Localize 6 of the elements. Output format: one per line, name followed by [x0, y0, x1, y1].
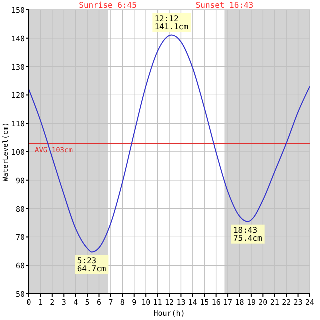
band-label: Sunrise 6:45 [79, 1, 138, 10]
annotation: 18:43 75.4cm [233, 226, 263, 243]
annotation: 12:12 141.1cm [154, 14, 189, 32]
annotation: 5:23 64.7cm [77, 256, 106, 274]
band-label: Sunset 16:43 [196, 1, 254, 10]
line-series [28, 34, 310, 253]
